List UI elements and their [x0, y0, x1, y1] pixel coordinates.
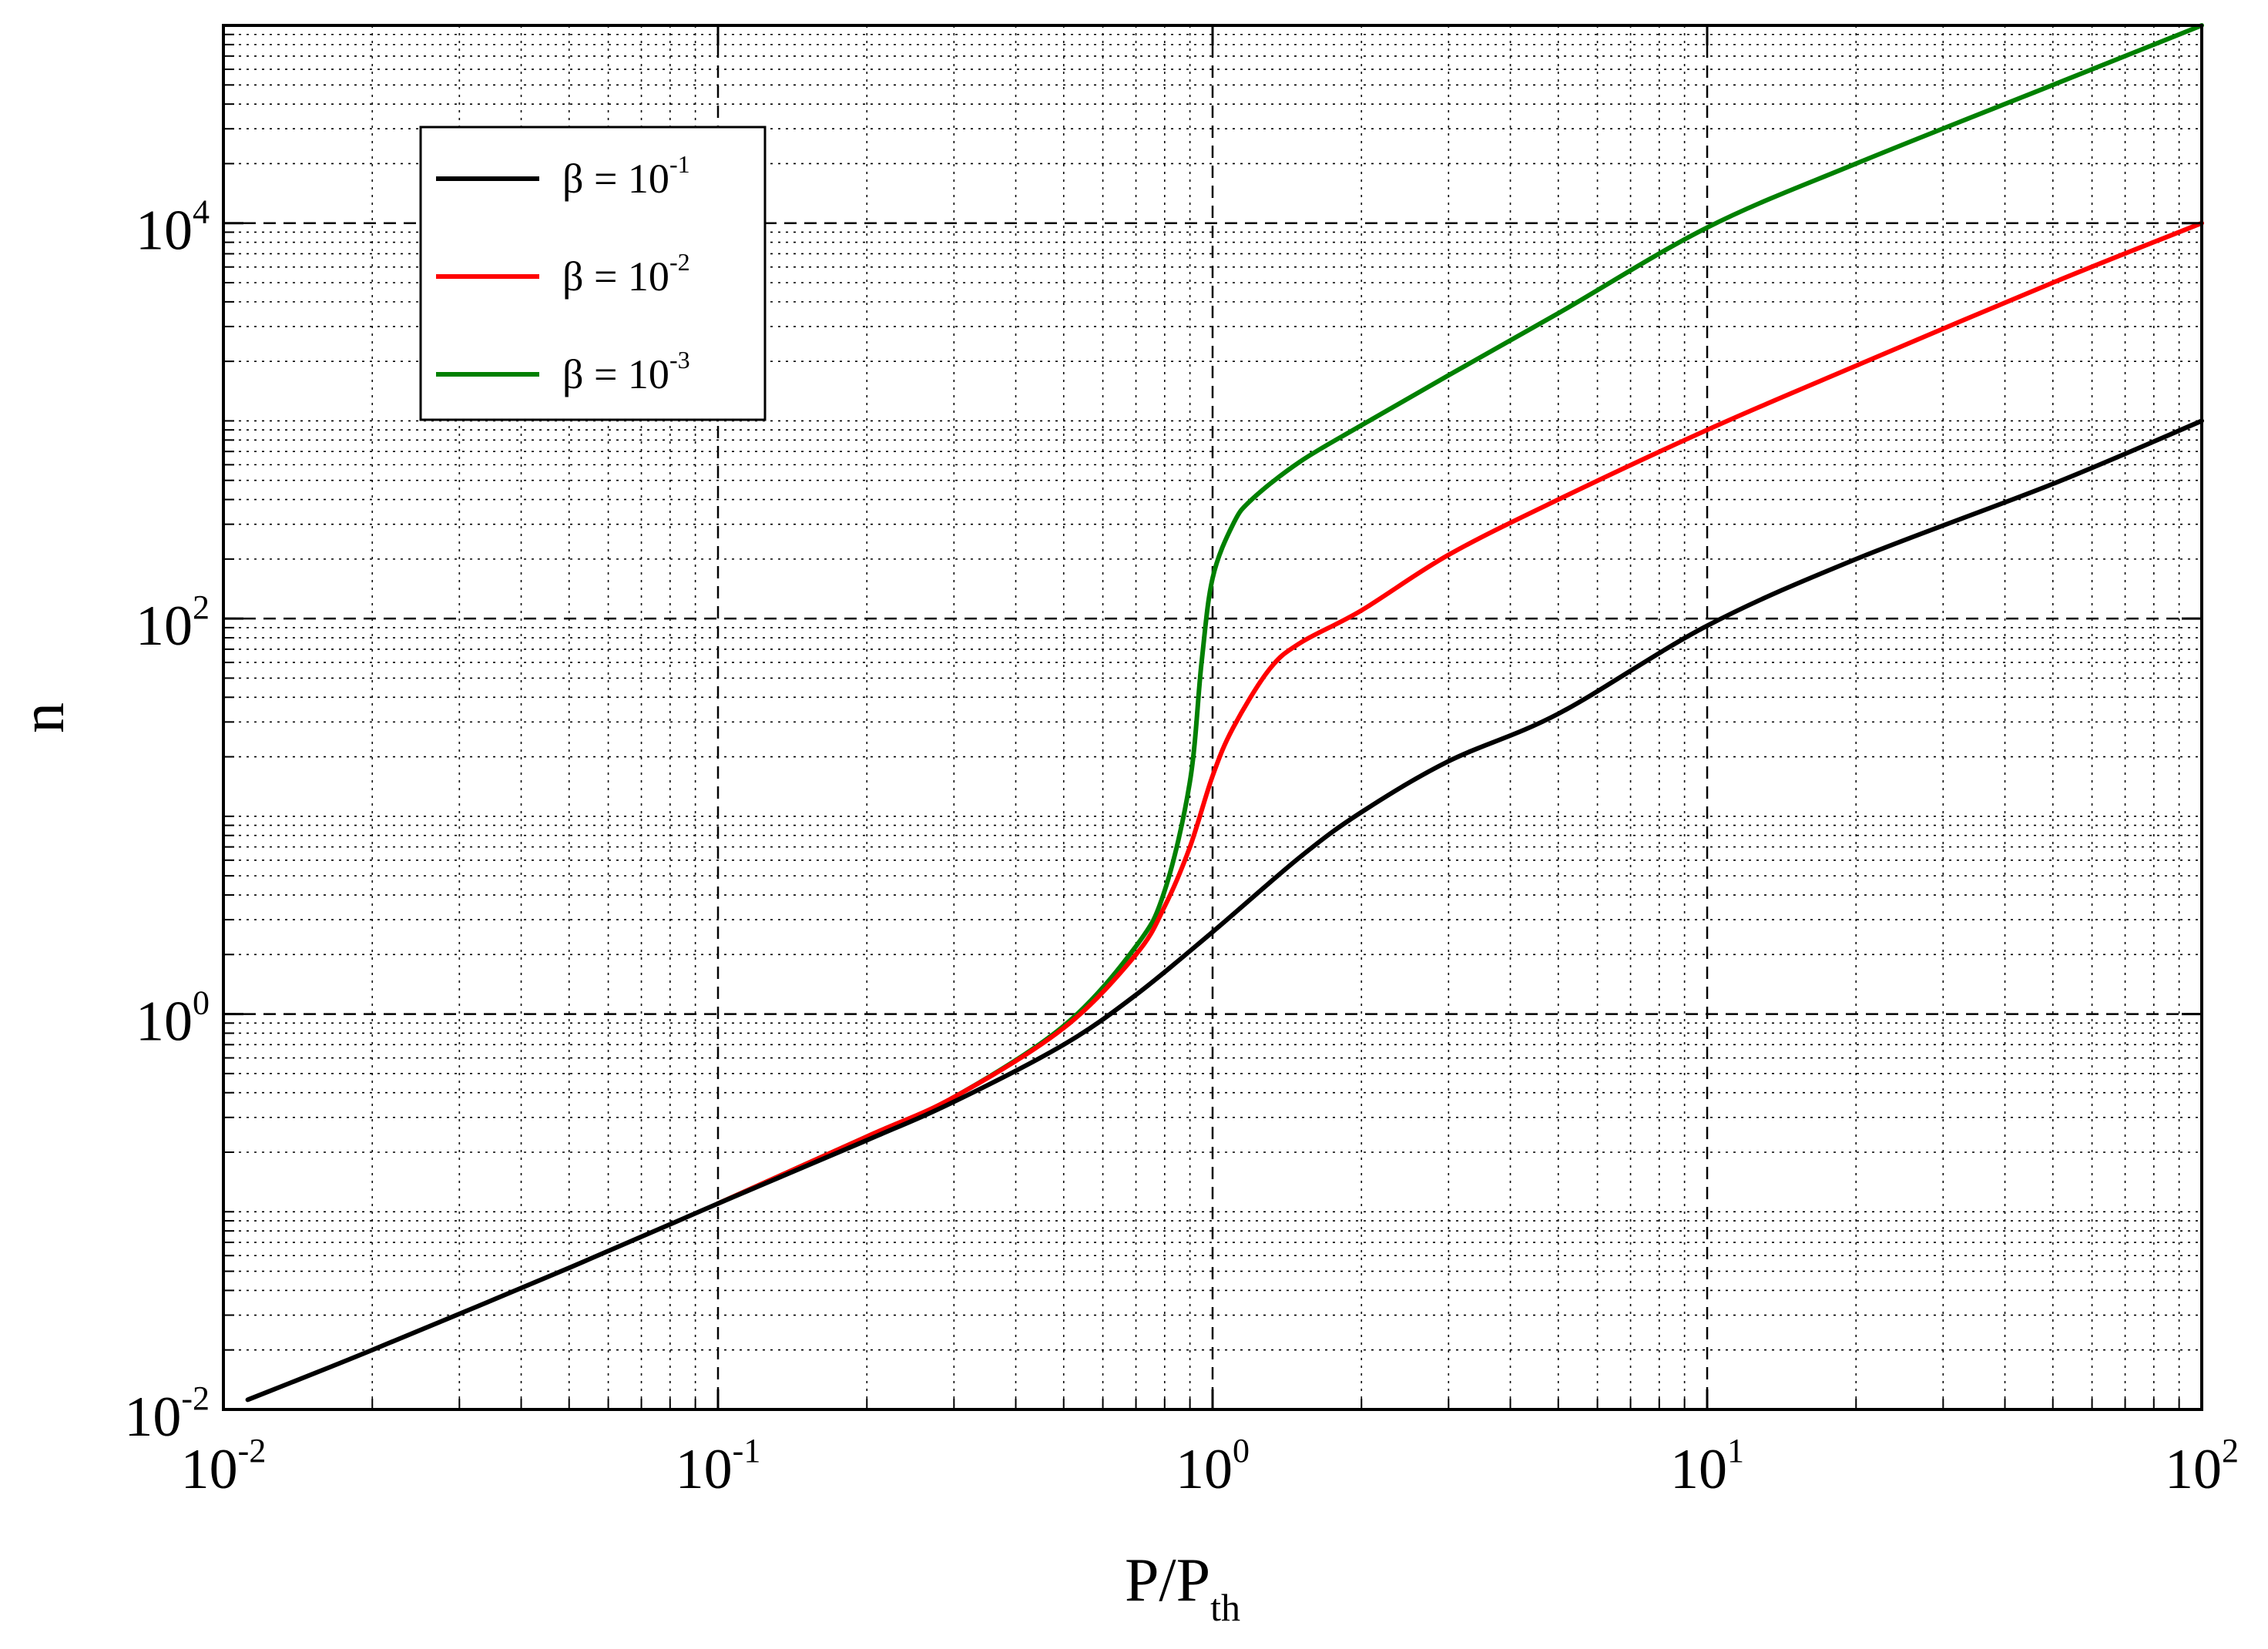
x-tick-label: 101 [1670, 1432, 1744, 1501]
x-tick-label: 10-2 [181, 1432, 267, 1501]
x-tick-exponent: 1 [1727, 1432, 1744, 1470]
series-line-1 [245, 418, 2204, 1403]
legend: β = 10-1β = 10-2β = 10-3 [419, 126, 767, 421]
x-tick-labels: 10-2 10-1 100 101 102 [181, 1432, 2239, 1501]
legend-label-exponent: -3 [669, 346, 690, 374]
y-axis-label: n [9, 702, 77, 733]
x-axis-label: P/Pth [1125, 1547, 1240, 1629]
axis-ticks [222, 25, 2203, 1411]
x-axis-label-main: P/P [1125, 1547, 1210, 1614]
legend-label-3: β = 10-3 [562, 346, 690, 397]
legend-label-base: β = 10 [562, 156, 669, 202]
legend-label-exponent: -1 [669, 150, 690, 178]
legend-label-base: β = 10 [562, 351, 669, 397]
y-tick-label: 10-2 [124, 1379, 210, 1449]
y-tick-exponent: 0 [193, 984, 210, 1022]
x-tick-exponent: -1 [733, 1432, 761, 1470]
legend-label-exponent: -2 [669, 248, 690, 276]
y-tick-exponent: 2 [193, 588, 210, 626]
y-tick-exponent: 4 [193, 193, 210, 231]
y-tick-base: 10 [124, 1386, 181, 1449]
x-tick-exponent: 2 [2222, 1432, 2239, 1470]
x-tick-label: 102 [2165, 1432, 2239, 1501]
x-tick-base: 10 [2165, 1438, 2222, 1501]
x-tick-exponent: 0 [1233, 1432, 1250, 1470]
y-tick-base: 10 [136, 199, 193, 263]
y-tick-label: 102 [136, 588, 210, 658]
y-tick-exponent: -2 [181, 1379, 210, 1417]
legend-label-1: β = 10-1 [562, 150, 690, 202]
x-axis-label-subscript: th [1210, 1586, 1240, 1629]
y-tick-label: 100 [136, 984, 210, 1054]
x-tick-base: 10 [1176, 1438, 1233, 1501]
legend-label-base: β = 10 [562, 253, 669, 300]
x-tick-label: 10-1 [676, 1432, 761, 1501]
x-tick-base: 10 [181, 1438, 238, 1501]
y-tick-base: 10 [136, 990, 193, 1054]
y-tick-label: 104 [136, 193, 210, 263]
y-tick-base: 10 [136, 595, 193, 658]
legend-label-2: β = 10-2 [562, 248, 690, 300]
x-tick-base: 10 [1670, 1438, 1727, 1501]
x-tick-exponent: -2 [238, 1432, 267, 1470]
series-line-2 [716, 220, 2204, 1206]
x-tick-base: 10 [676, 1438, 733, 1501]
minor-gridlines [223, 25, 2202, 1409]
series-lines [245, 23, 2204, 1403]
x-tick-label: 100 [1176, 1432, 1250, 1501]
legend-box [419, 126, 767, 421]
